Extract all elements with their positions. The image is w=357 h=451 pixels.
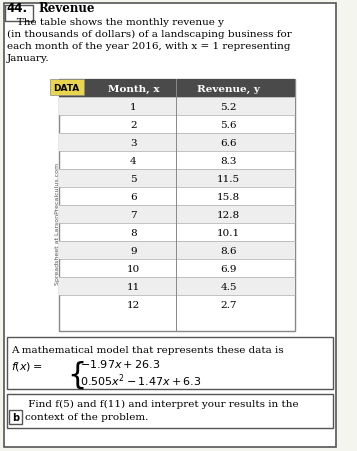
Text: 10.1: 10.1 xyxy=(217,228,240,237)
Text: $0.505x^2 - 1.47x + 6.3$: $0.505x^2 - 1.47x + 6.3$ xyxy=(80,371,202,388)
Text: 15.8: 15.8 xyxy=(217,192,240,201)
Text: A mathematical model that represents these data is: A mathematical model that represents the… xyxy=(11,345,284,354)
Text: 1: 1 xyxy=(130,102,137,111)
Text: 6.6: 6.6 xyxy=(220,138,237,147)
Text: 11.5: 11.5 xyxy=(217,175,240,183)
Text: 9: 9 xyxy=(130,246,137,255)
Text: 5: 5 xyxy=(130,175,137,183)
Text: 2.7: 2.7 xyxy=(220,300,237,309)
Text: 5.6: 5.6 xyxy=(220,120,237,129)
Text: 8: 8 xyxy=(130,228,137,237)
Text: 4.5: 4.5 xyxy=(220,282,237,291)
FancyBboxPatch shape xyxy=(4,5,336,447)
Text: 8.6: 8.6 xyxy=(220,246,237,255)
FancyBboxPatch shape xyxy=(59,242,295,260)
Text: 5.2: 5.2 xyxy=(220,102,237,111)
FancyBboxPatch shape xyxy=(59,277,295,295)
Text: $f(x) =$: $f(x) =$ xyxy=(11,359,43,372)
Text: 12: 12 xyxy=(127,300,140,309)
Text: $\{$: $\{$ xyxy=(67,358,84,390)
FancyBboxPatch shape xyxy=(59,98,295,116)
Text: 44.: 44. xyxy=(7,2,28,15)
Text: 6: 6 xyxy=(130,192,137,201)
Text: 10: 10 xyxy=(127,264,140,273)
Text: 3: 3 xyxy=(130,138,137,147)
Text: The table shows the monthly revenue y
(in thousands of dollars) of a landscaping: The table shows the monthly revenue y (i… xyxy=(7,18,291,63)
FancyBboxPatch shape xyxy=(7,337,333,389)
FancyBboxPatch shape xyxy=(5,6,33,22)
FancyBboxPatch shape xyxy=(9,410,22,424)
FancyBboxPatch shape xyxy=(59,80,295,98)
FancyBboxPatch shape xyxy=(59,80,295,331)
FancyBboxPatch shape xyxy=(59,134,295,152)
FancyBboxPatch shape xyxy=(50,80,84,96)
Text: $-1.97x + 26.3$: $-1.97x + 26.3$ xyxy=(80,357,160,369)
Text: DATA: DATA xyxy=(54,83,80,92)
Text: Find f(5) and f(11) and interpret your results in the
context of the problem.: Find f(5) and f(11) and interpret your r… xyxy=(25,399,298,421)
Text: 11: 11 xyxy=(127,282,140,291)
Text: 12.8: 12.8 xyxy=(217,210,240,219)
Text: Month, x: Month, x xyxy=(107,85,159,93)
Text: 7: 7 xyxy=(130,210,137,219)
Text: Revenue: Revenue xyxy=(38,2,95,15)
Text: 2: 2 xyxy=(130,120,137,129)
Text: b: b xyxy=(12,412,19,422)
FancyBboxPatch shape xyxy=(59,206,295,224)
FancyBboxPatch shape xyxy=(59,170,295,188)
Text: Spreadsheet at LarsonPrecalculus.com: Spreadsheet at LarsonPrecalculus.com xyxy=(55,163,60,285)
Text: Revenue, y: Revenue, y xyxy=(197,85,260,93)
FancyBboxPatch shape xyxy=(7,394,333,428)
Text: 6.9: 6.9 xyxy=(220,264,237,273)
Text: 4: 4 xyxy=(130,156,137,166)
Text: 8.3: 8.3 xyxy=(220,156,237,166)
